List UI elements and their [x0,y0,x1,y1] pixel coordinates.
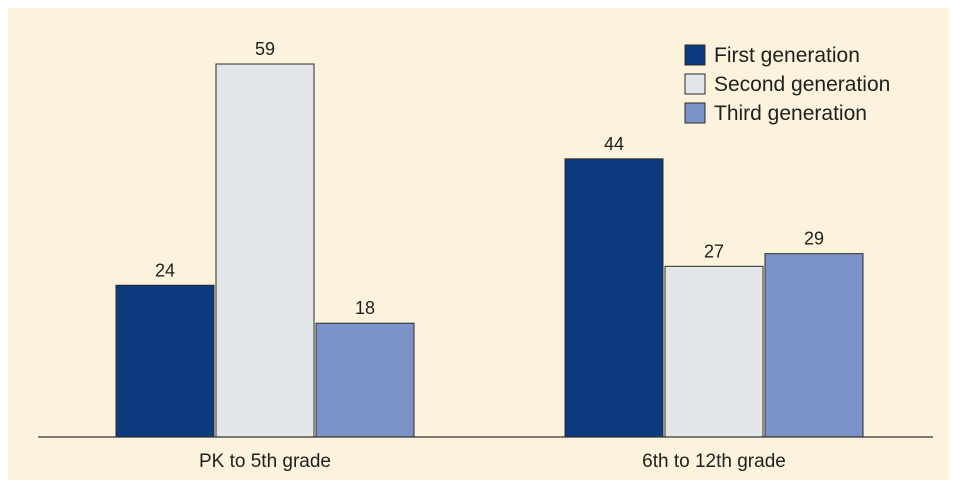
legend-label-2: Third generation [714,102,867,125]
data-label-1-1: 27 [704,241,724,261]
bar-1-0 [564,158,664,438]
data-label-0-1: 59 [255,39,275,59]
category-label-0: PK to 5th grade [199,451,331,472]
legend: First generation Second generation Third g… [684,44,890,125]
data-labels-layer: 24 59 18 44 27 29 [155,39,824,318]
legend-label-1: Second generation [714,73,890,96]
data-label-0-0: 24 [155,260,175,280]
legend-swatch-2 [684,102,706,124]
data-label-1-2: 29 [804,229,824,249]
bar-1-2 [764,253,864,438]
legend-swatch-1 [684,73,706,95]
bar-chart: 24 59 18 44 27 29 PK to 5th grade 6th to 12th … [38,39,933,472]
category-labels-layer: PK to 5th grade 6th to 12th grade [199,451,786,472]
data-label-0-2: 18 [355,298,375,318]
bar-0-0 [115,284,215,438]
bar-0-2 [315,322,415,438]
legend-swatch-0 [684,44,706,66]
chart-panel: 24 59 18 44 27 29 PK to 5th grade 6th to 12th … [8,8,949,480]
data-label-1-0: 44 [604,134,624,154]
bars-layer [115,63,864,438]
bar-0-1 [215,63,315,438]
bar-1-1 [664,265,764,438]
category-label-1: 6th to 12th grade [642,451,786,472]
legend-label-0: First generation [714,44,860,67]
